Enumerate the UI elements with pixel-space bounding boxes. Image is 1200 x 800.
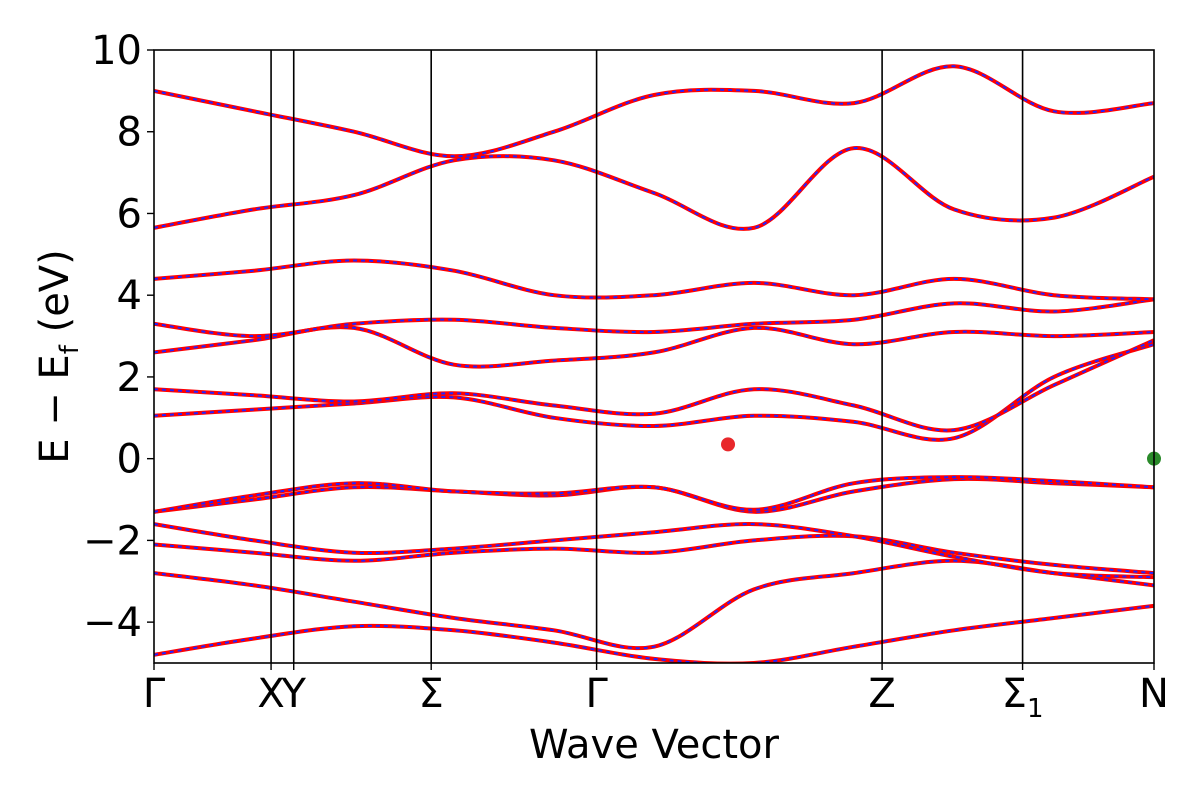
plot-frame xyxy=(153,49,1155,664)
band-line xyxy=(154,64,1154,159)
band-line xyxy=(154,338,1154,433)
band-line-dashed xyxy=(154,147,1154,230)
x-tick-label: Γ xyxy=(143,671,166,717)
x-axis: Γ XY Σ Γ Z Σ1 N xyxy=(143,663,1169,724)
x-tick-label-text: Z xyxy=(868,671,895,717)
bands-layer xyxy=(154,64,1154,663)
band-line-dashed xyxy=(154,65,1154,158)
x-tick-label: Z xyxy=(868,671,895,717)
y-tick-label: −4 xyxy=(83,600,142,646)
x-tick-label: Σ1 xyxy=(1002,671,1044,724)
band-line-dashed xyxy=(154,534,1154,575)
x-tick-label-text: X xyxy=(257,671,284,717)
x-tick-label: Y xyxy=(281,671,307,717)
band-line xyxy=(154,533,1154,576)
y-tick-label: 8 xyxy=(117,110,142,156)
y-tick-label: 2 xyxy=(117,355,142,401)
y-tick-label: 4 xyxy=(117,273,142,319)
band-edge-marker xyxy=(721,437,736,452)
band-line-dashed xyxy=(154,604,1154,663)
x-tick-label-text: Σ xyxy=(419,671,444,717)
band-line xyxy=(154,522,1154,580)
x-tick-label: X xyxy=(257,671,284,717)
y-tick-label: 6 xyxy=(117,191,142,237)
x-tick-label-text: Γ xyxy=(143,671,166,717)
band-line xyxy=(154,146,1154,231)
kpoint-lines-layer xyxy=(270,50,1024,663)
y-axis: −4 −2 0 2 4 6 8 10 xyxy=(83,28,154,646)
y-tick-label: 0 xyxy=(117,437,142,483)
band-line-dashed xyxy=(154,343,1154,441)
y-axis-title-main: E − E xyxy=(32,354,78,464)
band-line-dashed xyxy=(154,298,1154,338)
x-tick-label-text: Γ xyxy=(585,671,608,717)
y-axis-title-subscript: f xyxy=(55,344,85,354)
y-axis-title: E − Ef (eV) xyxy=(32,249,85,464)
y-axis-title-unit: (eV) xyxy=(32,249,78,345)
x-axis-title: Wave Vector xyxy=(529,722,780,768)
x-tick-label-text: N xyxy=(1139,671,1169,717)
x-tick-label: Σ xyxy=(419,671,444,717)
band-line-dashed xyxy=(154,476,1154,513)
band-line xyxy=(154,475,1154,514)
band-line xyxy=(154,258,1154,302)
x-tick-label-text: Σ xyxy=(1002,671,1027,717)
band-line xyxy=(154,297,1154,339)
band-line-dashed xyxy=(154,559,1154,650)
band-line-dashed xyxy=(154,477,1154,513)
x-tick-label: Γ xyxy=(585,671,608,717)
x-tick-label: N xyxy=(1139,671,1169,717)
x-tick-label-text: Y xyxy=(281,671,307,717)
band-line-dashed xyxy=(154,523,1154,579)
band-line-dashed xyxy=(154,259,1154,301)
y-tick-label: −2 xyxy=(83,518,142,564)
x-tick-label-subscript: 1 xyxy=(1027,694,1044,724)
band-line xyxy=(154,603,1154,663)
y-tick-label: 10 xyxy=(91,28,142,74)
band-line-dashed xyxy=(154,339,1154,432)
